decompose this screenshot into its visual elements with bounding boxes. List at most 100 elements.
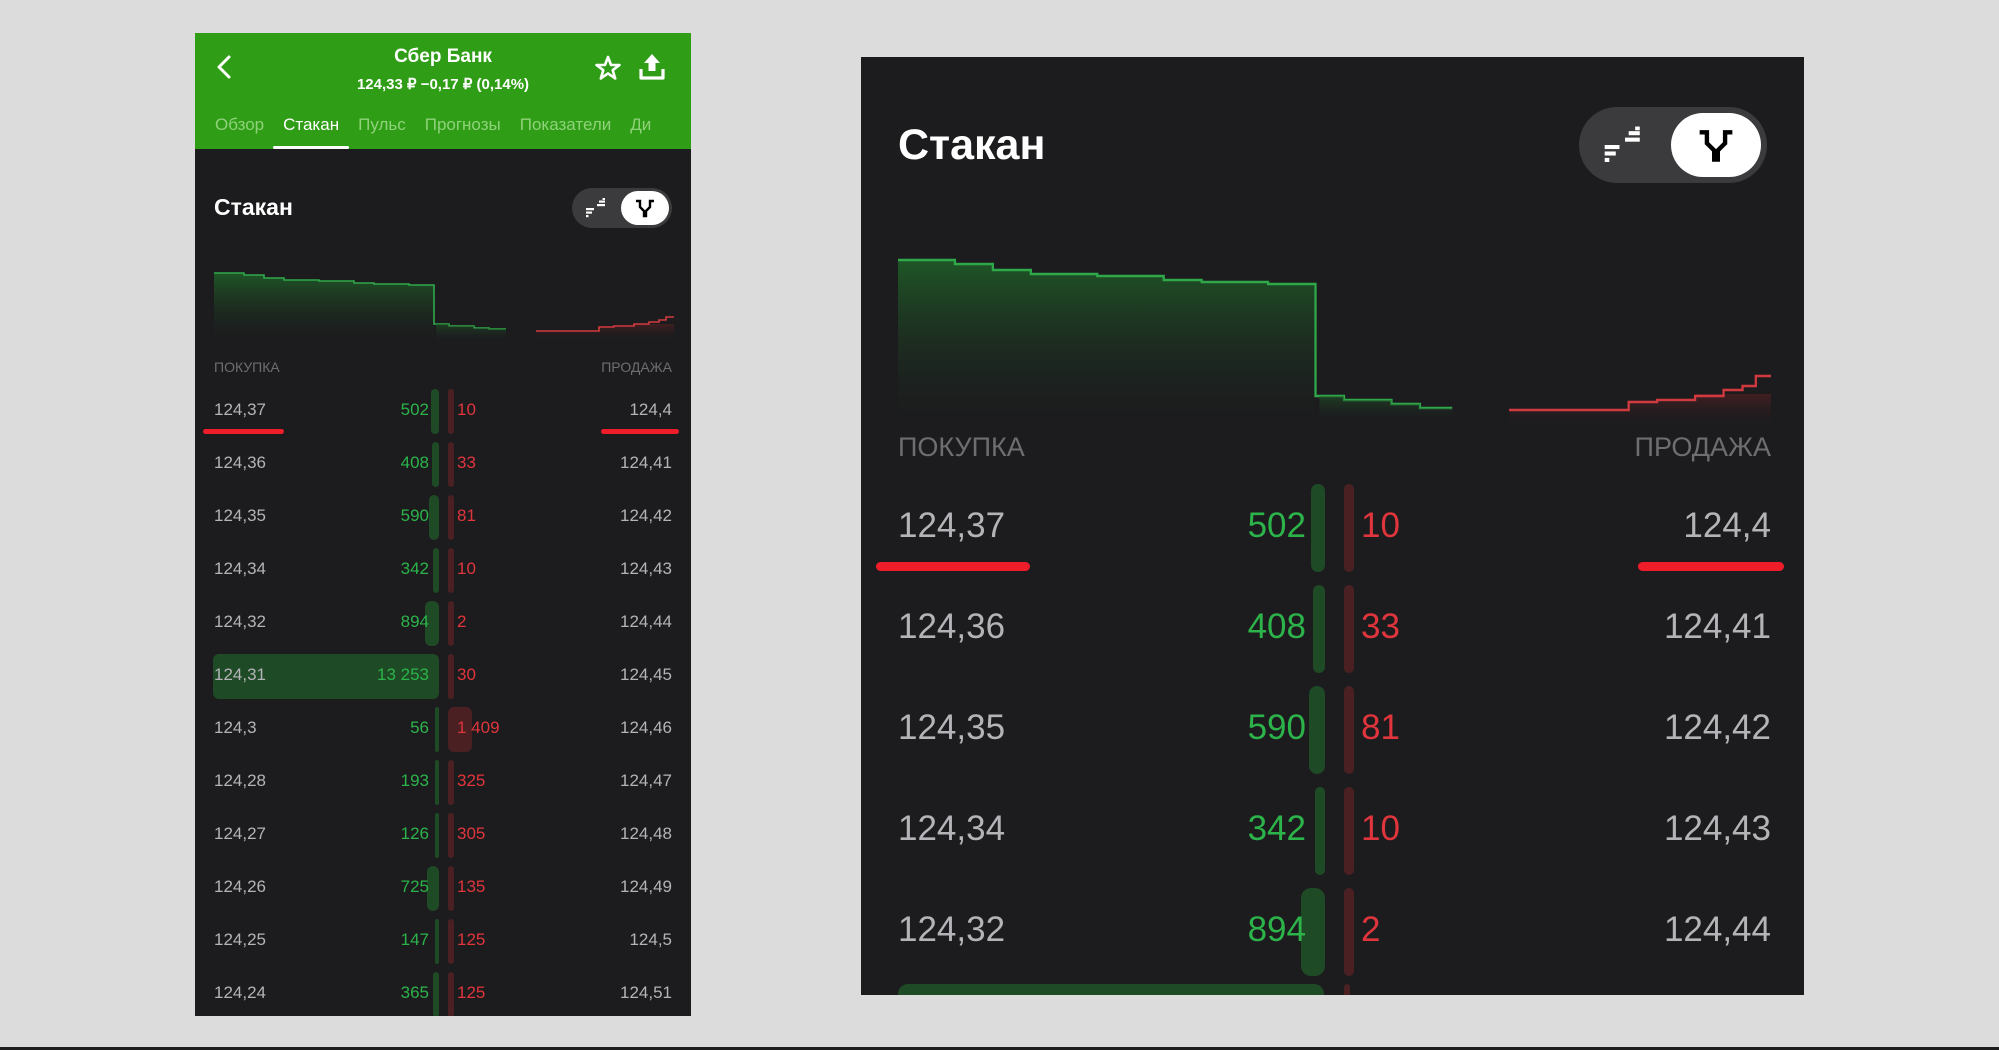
bid-quantity: 13 253 (377, 665, 429, 684)
bid-price[interactable]: 124,34 (898, 809, 1006, 848)
buy-column-label: ПОКУПКА (214, 359, 280, 375)
chevron-left-icon[interactable] (209, 51, 239, 83)
orderbook-row[interactable]: 124,37 502 10 124,4 (195, 385, 691, 438)
ask-price[interactable]: 124,47 (620, 771, 672, 790)
bid-price[interactable]: 124,36 (214, 453, 266, 472)
ask-quantity: 10 (1361, 506, 1400, 545)
bid-quantity: 408 (400, 453, 429, 472)
bid-price[interactable]: 124,37 (214, 400, 266, 419)
best-ask-marker (601, 429, 679, 434)
ask-quantity: 10 (457, 559, 476, 578)
ask-price[interactable]: 124,44 (620, 612, 672, 631)
ask-price[interactable]: 124,41 (620, 453, 672, 472)
view-toggle[interactable] (1579, 107, 1767, 183)
orderbook-row[interactable]: 124,36 408 33 124,41 (195, 438, 691, 491)
bid-price[interactable]: 124,36 (898, 607, 1006, 646)
bid-price[interactable]: 124,24 (214, 983, 266, 1002)
ask-price[interactable]: 124,44 (1663, 910, 1771, 949)
bid-quantity: 147 (400, 930, 429, 949)
ask-price[interactable]: 124,4 (629, 400, 672, 419)
bid-quantity: 590 (400, 506, 429, 525)
bid-volume-bar (431, 389, 439, 434)
bid-price[interactable]: 124,25 (214, 930, 266, 949)
ask-volume-bar (448, 866, 454, 911)
tab-forecasts[interactable]: Прогнозы (424, 115, 501, 134)
ask-price[interactable]: 124,43 (1663, 809, 1771, 848)
star-icon[interactable] (594, 54, 622, 82)
bid-quantity: 894 (1247, 910, 1306, 949)
sell-column-label: ПРОДАЖА (601, 359, 672, 375)
ask-price[interactable]: 124,45 (620, 665, 672, 684)
ask-volume-bar (448, 495, 454, 540)
ask-volume-bar (1344, 787, 1354, 875)
share-upload-icon[interactable] (638, 52, 666, 82)
ask-price[interactable]: 124,5 (629, 930, 672, 949)
bid-quantity: 126 (400, 824, 429, 843)
bid-price[interactable]: 124,26 (214, 877, 266, 896)
ask-volume-bar (448, 389, 454, 434)
orderbook-row[interactable]: 124,26 725 135 124,49 (195, 862, 691, 915)
view-toggle[interactable] (572, 188, 672, 228)
bid-price[interactable]: 124,32 (898, 910, 1006, 949)
orderbook-row[interactable]: 124,35 590 81 124,42 (861, 680, 1804, 781)
depth-chart-icon[interactable] (1695, 125, 1737, 165)
ask-price[interactable]: 124,49 (620, 877, 672, 896)
tab-overview[interactable]: Обзор (215, 115, 265, 134)
ask-volume-bar (448, 760, 454, 805)
orderbook-row[interactable]: 124,32 894 2 124,44 (195, 597, 691, 650)
list-view-icon[interactable] (584, 198, 610, 218)
orderbook-row[interactable]: 124,34 342 10 124,43 (195, 544, 691, 597)
orderbook-row[interactable]: 124,3 56 1 409 124,46 (195, 703, 691, 756)
depth-chart-icon[interactable] (634, 197, 656, 219)
toggle-knob (1671, 113, 1761, 177)
bid-volume-bar (427, 866, 439, 911)
ask-price[interactable]: 124,46 (620, 718, 672, 737)
bid-price[interactable]: 124,37 (898, 506, 1006, 545)
orderbook-row[interactable]: 124,27 126 305 124,48 (195, 809, 691, 862)
bid-price[interactable]: 124,35 (214, 506, 266, 525)
toggle-knob (621, 191, 669, 225)
bid-price[interactable]: 124,3 (214, 718, 257, 737)
ask-volume-bar (1344, 585, 1354, 673)
orderbook-row[interactable]: 124,35 590 81 124,42 (195, 491, 691, 544)
ask-quantity: 2 (457, 612, 467, 631)
bid-volume-bar (1301, 888, 1325, 976)
ask-price[interactable]: 124,48 (620, 824, 672, 843)
orderbook-row[interactable]: 124,25 147 125 124,5 (195, 915, 691, 968)
orderbook-row[interactable]: 124,36 408 33 124,41 (861, 579, 1804, 680)
ask-price[interactable]: 124,41 (1663, 607, 1771, 646)
bid-price[interactable]: 124,34 (214, 559, 266, 578)
ask-price[interactable]: 124,51 (620, 983, 672, 1002)
ask-volume-bar (448, 601, 454, 646)
bid-price[interactable]: 124,31 (214, 665, 266, 684)
tab-indicators[interactable]: Показатели (519, 115, 612, 134)
orderbook-row[interactable]: 124,28 193 325 124,47 (195, 756, 691, 809)
bid-price[interactable]: 124,35 (898, 708, 1006, 747)
bid-quantity: 894 (400, 612, 429, 631)
bid-price[interactable]: 124,28 (214, 771, 266, 790)
ask-price[interactable]: 124,42 (1663, 708, 1771, 747)
bid-price[interactable]: 124,32 (214, 612, 266, 631)
bid-quantity: 365 (400, 983, 429, 1002)
ask-quantity: 305 (457, 824, 486, 843)
bid-price[interactable]: 124,27 (214, 824, 266, 843)
tab-pulse[interactable]: Пульс (358, 115, 406, 134)
ask-quantity: 30 (457, 665, 476, 684)
tab-dividends[interactable]: Ди (630, 115, 652, 134)
price-change: 124,33 ₽ −0,17 ₽ (0,14%) (356, 76, 530, 93)
orderbook-row[interactable]: 124,34 342 10 124,43 (861, 781, 1804, 882)
orderbook-row[interactable]: 124,31 13 253 30 124,45 (195, 650, 691, 703)
orderbook-row[interactable]: 124,24 365 125 124,51 (195, 968, 691, 1016)
bid-volume-bar (213, 654, 439, 699)
ask-volume-bar (448, 919, 454, 964)
ask-price[interactable]: 124,42 (620, 506, 672, 525)
list-view-icon[interactable] (1601, 125, 1649, 165)
orderbook-row[interactable]: 124,32 894 2 124,44 (861, 882, 1804, 983)
orderbook-row[interactable]: 124,37 502 10 124,4 (861, 478, 1804, 579)
ask-quantity: 10 (457, 400, 476, 419)
tab-orderbook[interactable]: Стакан (273, 113, 350, 149)
ask-quantity: 325 (457, 771, 486, 790)
bid-quantity: 342 (400, 559, 429, 578)
ask-price[interactable]: 124,43 (620, 559, 672, 578)
ask-price[interactable]: 124,4 (1683, 506, 1771, 545)
